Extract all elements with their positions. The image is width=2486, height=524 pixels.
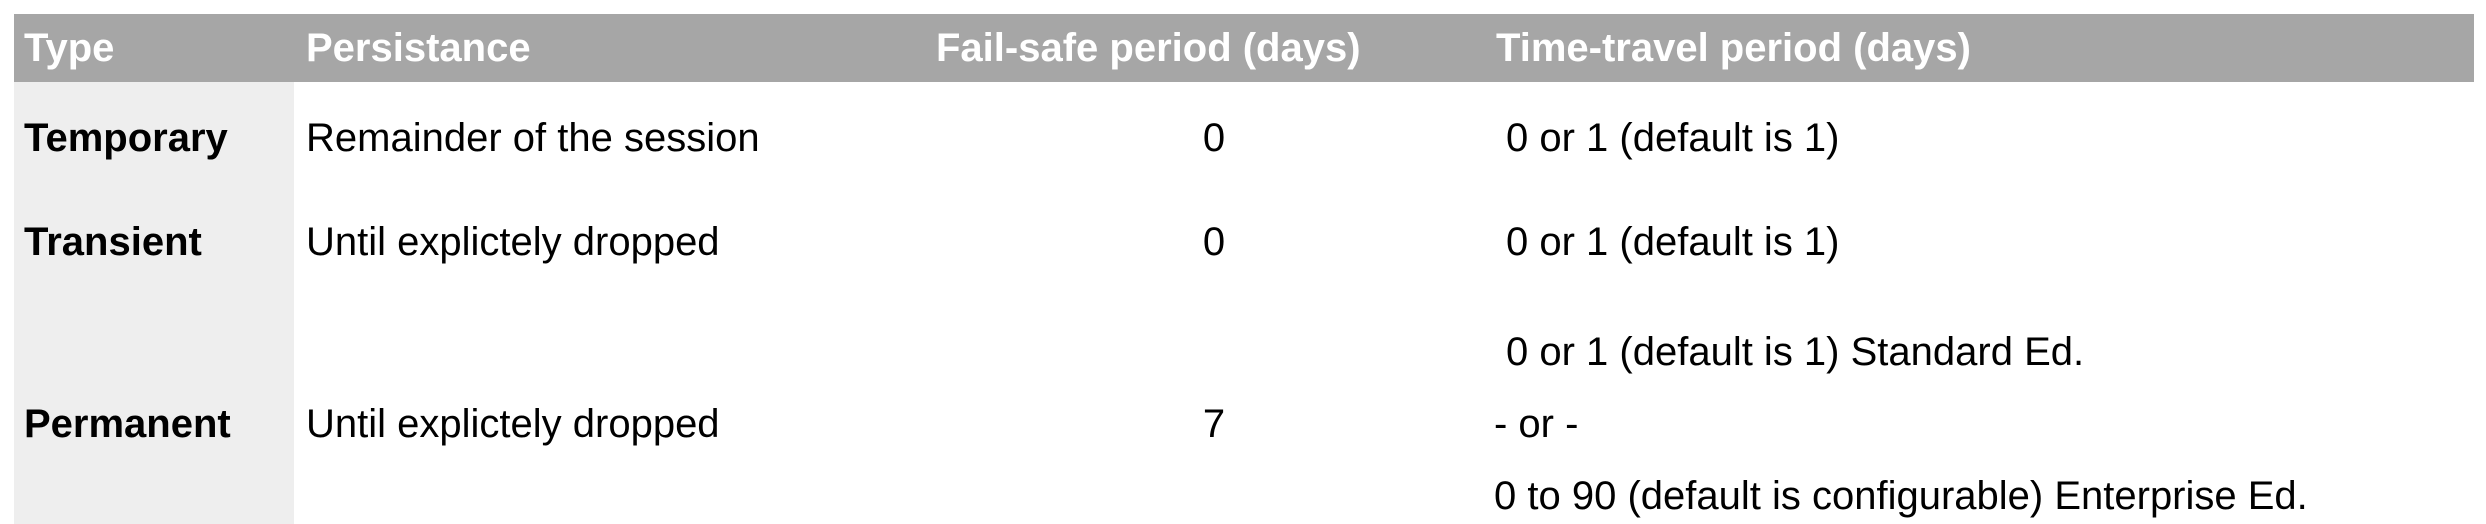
header-persistance: Persistance [306, 26, 531, 70]
row-timetravel: 0 or 1 (default is 1) [1506, 116, 1840, 160]
row-timetravel-line-3: 0 to 90 (default is configurable) Enterp… [1494, 474, 2308, 518]
row-timetravel-line-1: 0 or 1 (default is 1) Standard Ed. [1506, 330, 2085, 374]
row-failsafe: 0 [1202, 220, 1226, 264]
row-timetravel-line-2: - or - [1494, 402, 1579, 446]
row-persistance: Remainder of the session [306, 116, 760, 160]
row-type: Transient [24, 220, 202, 264]
header-type: Type [24, 26, 115, 70]
retention-table: Type Persistance Fail-safe period (days)… [14, 14, 2474, 524]
row-type: Permanent [24, 402, 231, 446]
type-column-background [14, 82, 294, 524]
row-timetravel: 0 or 1 (default is 1) [1506, 220, 1840, 264]
header-timetravel-period: Time-travel period (days) [1496, 26, 1971, 70]
row-failsafe: 0 [1202, 116, 1226, 160]
row-persistance: Until explictely dropped [306, 402, 720, 446]
row-failsafe: 7 [1202, 402, 1226, 446]
table-header: Type Persistance Fail-safe period (days)… [14, 14, 2474, 82]
row-persistance: Until explictely dropped [306, 220, 720, 264]
header-failsafe-period: Fail-safe period (days) [936, 26, 1361, 70]
row-type: Temporary [24, 116, 228, 160]
